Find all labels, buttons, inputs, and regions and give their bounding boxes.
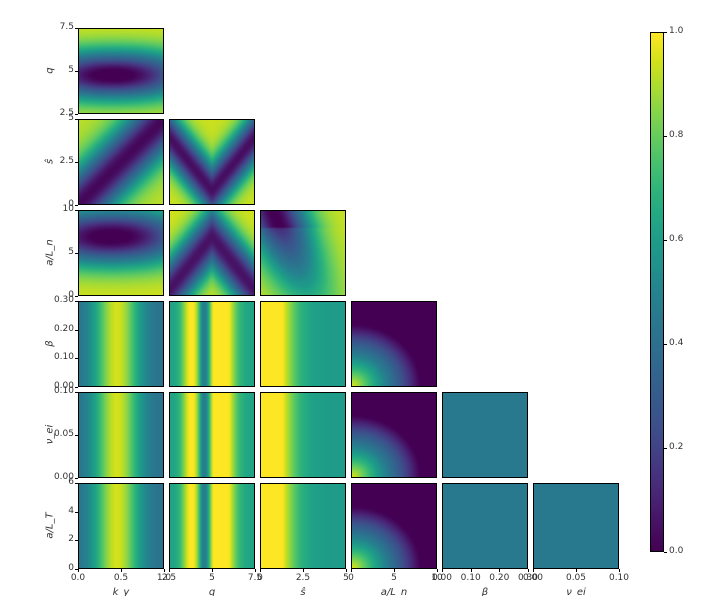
heatmap-panel-r2-c2	[260, 210, 346, 296]
y-axis-label: a/L_n	[45, 233, 56, 273]
heatmap-panel-r5-c2	[260, 483, 346, 569]
colorbar-canvas	[651, 33, 663, 551]
heatmap-canvas	[170, 484, 254, 568]
x-tick: 0.0	[66, 573, 90, 583]
heatmap-corner-plot: 2.557.5q02.55ŝ0510a/L_n0.000.100.200.30β…	[0, 0, 719, 596]
heatmap-panel-r5-c0	[78, 483, 164, 569]
x-tick: 0.05	[564, 573, 588, 583]
heatmap-panel-r3-c2	[260, 301, 346, 387]
y-tick: 0	[68, 563, 74, 573]
heatmap-canvas	[352, 302, 436, 386]
y-tick: 5	[68, 247, 74, 257]
heatmap-panel-r5-c5	[533, 483, 619, 569]
heatmap-canvas	[79, 393, 163, 477]
heatmap-canvas	[79, 211, 163, 295]
x-tick: 0.20	[487, 573, 511, 583]
y-tick: 4	[68, 506, 74, 516]
y-tick: 2	[68, 534, 74, 544]
heatmap-canvas	[79, 484, 163, 568]
y-tick: 7.5	[60, 22, 74, 32]
heatmap-canvas	[261, 484, 345, 568]
heatmap-panel-r4-c3	[351, 392, 437, 478]
x-axis-label: k_y	[78, 587, 164, 596]
y-tick: 2.5	[60, 156, 74, 166]
colorbar	[650, 32, 664, 552]
x-tick: 0.5	[109, 573, 133, 583]
y-axis-label: ν_ei	[45, 415, 56, 455]
x-axis-label: ŝ	[260, 587, 346, 596]
y-tick: 5	[68, 65, 74, 75]
heatmap-canvas	[170, 211, 254, 295]
heatmap-panel-r5-c1	[169, 483, 255, 569]
colorbar-tick: 0.0	[669, 546, 683, 556]
y-tick: 10	[63, 204, 74, 214]
y-tick: 0.10	[54, 352, 74, 362]
heatmap-panel-r1-c1	[169, 119, 255, 205]
heatmap-panel-r2-c0	[78, 210, 164, 296]
heatmap-panel-r5-c4	[442, 483, 528, 569]
x-tick: 0.10	[607, 573, 631, 583]
heatmap-panel-r1-c0	[78, 119, 164, 205]
y-tick: 0.05	[54, 429, 74, 439]
heatmap-panel-r3-c3	[351, 301, 437, 387]
heatmap-panel-r3-c1	[169, 301, 255, 387]
heatmap-panel-r2-c1	[169, 210, 255, 296]
colorbar-tick: 0.4	[669, 338, 683, 348]
colorbar-tick: 0.8	[669, 130, 683, 140]
y-tick: 0.10	[54, 386, 74, 396]
heatmap-canvas	[261, 211, 345, 295]
x-tick: 0.00	[521, 573, 545, 583]
y-axis-label: ŝ	[45, 142, 56, 182]
y-axis-label: β	[45, 324, 56, 364]
x-tick: 0.10	[459, 573, 483, 583]
heatmap-canvas	[261, 393, 345, 477]
heatmap-panel-r4-c2	[260, 392, 346, 478]
colorbar-tick: 0.2	[669, 442, 683, 452]
heatmap-panel-r3-c0	[78, 301, 164, 387]
heatmap-panel-r5-c3	[351, 483, 437, 569]
heatmap-panel-r0-c0	[78, 28, 164, 114]
heatmap-panel-r4-c4	[442, 392, 528, 478]
y-tick: 0.30	[54, 295, 74, 305]
heatmap-canvas	[534, 484, 618, 568]
x-tick: 5	[200, 573, 224, 583]
heatmap-canvas	[443, 484, 527, 568]
x-tick: 0	[248, 573, 272, 583]
heatmap-canvas	[79, 302, 163, 386]
heatmap-canvas	[352, 484, 436, 568]
heatmap-panel-r4-c1	[169, 392, 255, 478]
y-tick: 0.20	[54, 324, 74, 334]
y-tick: 5	[68, 113, 74, 123]
y-axis-label: q	[45, 51, 56, 91]
y-axis-label: a/L_T	[45, 506, 56, 546]
colorbar-tick: 1.0	[669, 26, 683, 36]
heatmap-canvas	[261, 302, 345, 386]
heatmap-panel-r4-c0	[78, 392, 164, 478]
heatmap-canvas	[170, 393, 254, 477]
x-tick: 0	[339, 573, 363, 583]
x-tick: 2.5	[157, 573, 181, 583]
heatmap-canvas	[443, 393, 527, 477]
x-tick: 5	[382, 573, 406, 583]
x-tick: 0.00	[430, 573, 454, 583]
heatmap-canvas	[352, 393, 436, 477]
x-axis-label: ν_ei	[533, 587, 619, 596]
heatmap-canvas	[79, 120, 163, 204]
colorbar-tick: 0.6	[669, 234, 683, 244]
heatmap-canvas	[79, 29, 163, 113]
x-axis-label: a/L_n	[351, 587, 437, 596]
x-axis-label: q	[169, 587, 255, 596]
y-tick: 6	[68, 477, 74, 487]
heatmap-canvas	[170, 302, 254, 386]
x-axis-label: β	[442, 587, 528, 596]
heatmap-canvas	[170, 120, 254, 204]
x-tick: 2.5	[291, 573, 315, 583]
